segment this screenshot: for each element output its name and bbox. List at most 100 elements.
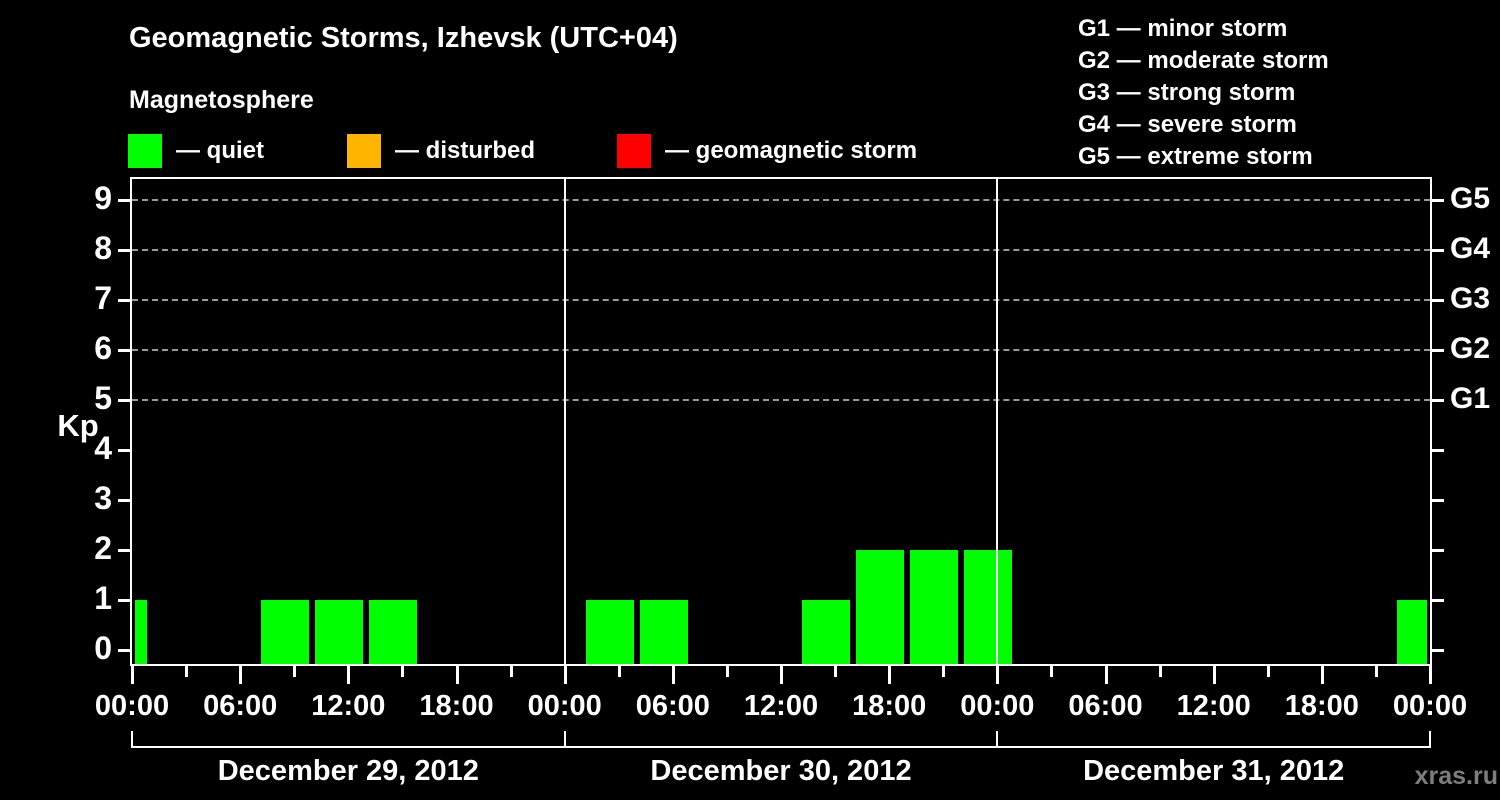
y-axis-tick-right	[1432, 499, 1444, 502]
gridline-kp8	[132, 249, 1430, 251]
gridline-kp5	[132, 399, 1430, 401]
gridline-kp9	[132, 199, 1430, 201]
y-tick-label: 3	[94, 480, 112, 516]
day-separator	[996, 177, 999, 666]
time-label: 00:00	[960, 690, 1035, 722]
time-label: 00:00	[94, 690, 170, 722]
g-legend-item-g2: G2 — moderate storm	[1078, 47, 1329, 74]
x-axis-major-tick	[780, 666, 783, 684]
kp-bar	[639, 600, 688, 664]
x-axis-minor-tick	[1374, 666, 1378, 677]
plot-frame-top	[130, 177, 1432, 179]
y-tick-label: 8	[94, 230, 112, 266]
gridline-kp7	[132, 299, 1430, 301]
disturbed-color-swatch	[347, 134, 381, 168]
x-axis-major-tick	[671, 666, 675, 684]
time-label: 12:00	[311, 690, 386, 722]
y-tick-label: 4	[94, 430, 112, 466]
kp-bar	[910, 550, 959, 664]
g-legend-item-g4: G4 — severe storm	[1078, 111, 1297, 138]
time-label: 06:00	[635, 690, 710, 722]
y-axis-tick-right	[1432, 199, 1444, 202]
x-axis-major-tick	[563, 666, 567, 684]
time-label: 06:00	[1068, 690, 1143, 722]
x-axis-minor-tick	[1050, 666, 1054, 677]
g-axis-label-g2: G2	[1450, 332, 1491, 365]
time-label: 12:00	[743, 690, 819, 722]
y-tick-label: 9	[94, 180, 112, 216]
kp-bar	[369, 600, 418, 664]
day-bracket-tick	[131, 731, 133, 748]
y-tick-label: 1	[94, 580, 112, 616]
kp-bar	[585, 600, 634, 664]
x-axis-minor-tick	[293, 666, 297, 677]
quiet-color-swatch	[128, 134, 162, 168]
plot-frame-bottom	[130, 664, 1432, 666]
g-axis-label-g1: G1	[1450, 382, 1491, 415]
kp-bar	[315, 600, 364, 664]
x-axis-major-tick	[1320, 666, 1324, 684]
y-tick-label: 2	[94, 530, 112, 566]
y-axis-tick-left	[118, 399, 130, 402]
date-label: December 30, 2012	[650, 755, 912, 787]
kp-bar	[856, 550, 905, 664]
x-axis-major-tick	[455, 666, 459, 684]
y-axis-tick-left	[118, 499, 130, 502]
x-axis-minor-tick	[617, 666, 621, 677]
x-axis-minor-tick	[509, 666, 513, 677]
y-tick-label: 6	[94, 330, 112, 366]
y-axis-tick-left	[118, 199, 130, 202]
y-axis-tick-right	[1432, 449, 1444, 452]
legend-label: — quiet	[176, 137, 264, 164]
day-separator	[563, 177, 566, 666]
kp-bar	[1396, 600, 1427, 664]
y-axis-tick-right	[1432, 549, 1444, 552]
x-axis-minor-tick	[401, 666, 405, 677]
x-axis-major-tick	[888, 666, 892, 684]
storm-color-swatch	[617, 134, 651, 168]
kp-bar	[135, 600, 148, 664]
legend-item-storm: — geomagnetic storm	[617, 134, 917, 168]
y-axis-tick-left	[118, 599, 130, 602]
y-tick-label: 7	[94, 280, 112, 316]
day-bracket-tick	[1429, 731, 1431, 748]
time-label: 00:00	[527, 690, 602, 722]
x-axis-minor-tick	[1266, 666, 1270, 677]
kp-bar	[261, 600, 310, 664]
g-legend-item-g3: G3 — strong storm	[1078, 79, 1296, 106]
day-bracket-tick	[996, 731, 999, 748]
x-axis-major-tick	[1212, 666, 1216, 684]
y-axis-tick-right	[1432, 599, 1444, 602]
y-axis-tick-left	[118, 299, 130, 302]
y-axis-tick-left	[118, 649, 130, 652]
x-axis-minor-tick	[185, 666, 189, 677]
y-axis-title: Kp	[57, 408, 99, 443]
g-axis-label-g5: G5	[1450, 182, 1491, 215]
magnetosphere-subtitle: Magnetosphere	[129, 86, 314, 114]
x-axis-major-tick	[1104, 666, 1108, 684]
y-axis-tick-left	[118, 549, 130, 552]
g-axis-label-g4: G4	[1450, 232, 1491, 265]
y-axis-tick-right	[1432, 349, 1444, 352]
x-axis-major-tick	[996, 666, 1000, 684]
y-axis-tick-left	[118, 449, 130, 452]
y-axis-tick-right	[1432, 649, 1444, 652]
x-axis-minor-tick	[1158, 666, 1162, 677]
plot-frame-right	[1430, 177, 1432, 666]
y-tick-label: 5	[94, 380, 112, 416]
g-legend-item-g5: G5 — extreme storm	[1078, 143, 1313, 170]
date-label: December 29, 2012	[217, 755, 479, 787]
time-label: 12:00	[1176, 690, 1251, 722]
time-label: 18:00	[852, 690, 927, 722]
legend-item-quiet: — quiet	[128, 134, 264, 168]
kp-bar	[802, 600, 851, 664]
x-axis-minor-tick	[942, 666, 946, 677]
x-axis-major-tick	[347, 666, 351, 684]
x-axis-major-tick	[1429, 666, 1432, 684]
plot-frame-left	[130, 177, 132, 666]
time-label: 18:00	[419, 690, 494, 722]
legend-label: — geomagnetic storm	[665, 137, 918, 164]
x-axis-major-tick	[131, 666, 134, 684]
time-label: 06:00	[203, 690, 278, 722]
